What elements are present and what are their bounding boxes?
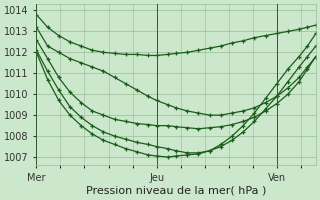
X-axis label: Pression niveau de la mer( hPa ): Pression niveau de la mer( hPa ) [86, 186, 266, 196]
